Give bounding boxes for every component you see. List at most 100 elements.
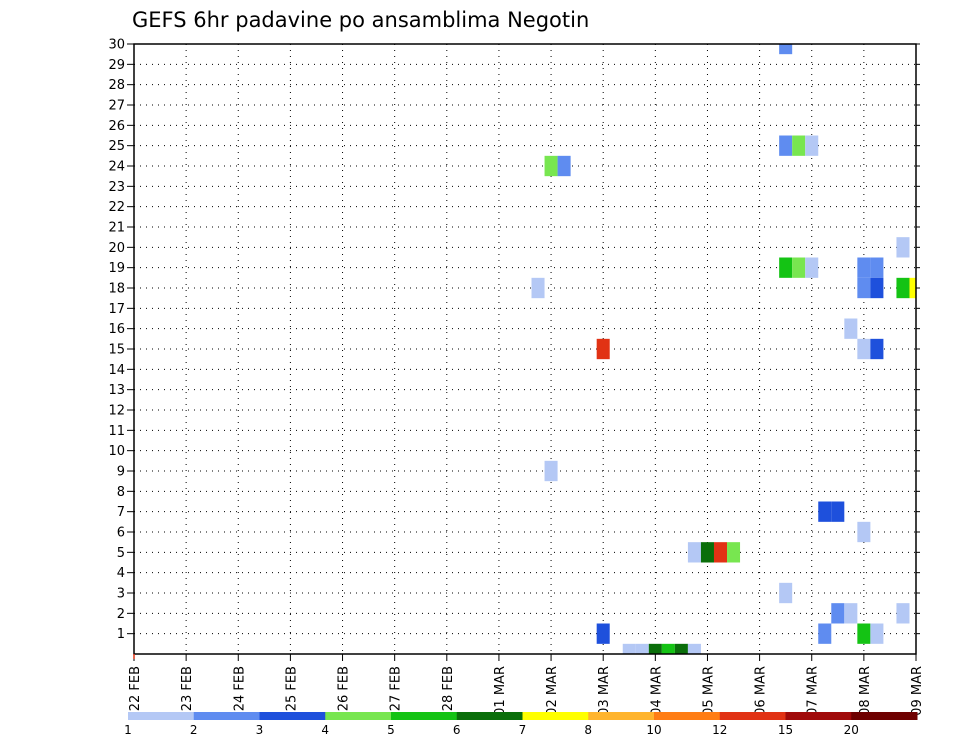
y-tick-label: 9 <box>117 465 125 480</box>
x-tick-label: 23 FEB <box>180 666 195 711</box>
heatmap-cell <box>661 643 675 654</box>
heatmap-cell <box>844 318 858 339</box>
heatmap-cell <box>557 155 571 177</box>
colorbar-label: 1 <box>124 723 132 737</box>
y-tick-label: 10 <box>108 444 125 459</box>
colorbar-label: 15 <box>778 723 793 737</box>
colorbar-swatch <box>785 712 852 720</box>
heatmap-cell <box>831 501 845 522</box>
y-tick-label: 13 <box>108 383 125 398</box>
heatmap-cell <box>596 623 610 644</box>
y-tick-label: 1 <box>117 627 125 642</box>
heatmap-cell <box>779 257 793 278</box>
y-tick-label: 3 <box>117 587 125 602</box>
colorbar-label: 10 <box>646 723 661 737</box>
x-tick-label: 04 MAR <box>649 666 664 716</box>
heatmap-cell <box>596 338 610 360</box>
colorbar-swatch <box>325 712 392 720</box>
colorbar: 1 2 3 4 5 6 7 8 10 12 15 20 <box>124 712 918 737</box>
x-tick-label: 22 FEB <box>128 666 143 711</box>
heatmap-cell <box>844 603 858 624</box>
heatmap-cell <box>870 623 884 644</box>
x-tick-label: 09 MAR <box>910 666 925 716</box>
y-tick-label: 20 <box>108 241 125 256</box>
x-tick-label: 28 FEB <box>441 666 456 711</box>
colorbar-swatch <box>719 712 786 720</box>
heatmap-cell <box>792 257 806 278</box>
heatmap-cell <box>909 277 916 299</box>
heatmap-cell <box>713 542 728 563</box>
heatmap-cell <box>700 542 714 563</box>
y-tick-label: 30 <box>108 38 125 53</box>
x-tick-label: 08 MAR <box>858 666 873 716</box>
colorbar-swatch <box>654 712 721 720</box>
colorbar-label: 2 <box>190 723 198 737</box>
colorbar-label: 5 <box>387 723 395 737</box>
y-tick-label: 8 <box>117 485 125 500</box>
y-tick-label: 5 <box>117 546 125 561</box>
x-tick-label: 03 MAR <box>597 666 612 716</box>
y-tick-label: 17 <box>108 302 125 317</box>
colorbar-swatch <box>522 712 589 720</box>
heatmap-cell <box>831 603 845 624</box>
y-tick-label: 21 <box>108 221 125 236</box>
heatmap-cell <box>544 155 558 177</box>
heatmap-cell <box>727 542 741 563</box>
colorbar-label: 12 <box>712 723 727 737</box>
y-tick-label: 28 <box>108 78 125 93</box>
x-tick-label: 07 MAR <box>806 666 821 716</box>
grid-layer <box>134 44 916 654</box>
y-tick-label: 7 <box>117 505 125 520</box>
heatmap-cell <box>531 277 545 299</box>
heatmap-cell <box>805 257 819 278</box>
heatmap-cell <box>857 257 871 278</box>
y-tick-label: 25 <box>108 139 125 154</box>
heatmap-cell <box>687 643 701 654</box>
y-tick-label: 18 <box>108 282 125 297</box>
y-tick-label: 24 <box>108 160 125 175</box>
colorbar-swatch <box>259 712 326 720</box>
heatmap-cell <box>857 338 871 360</box>
y-tick-label: 29 <box>108 58 125 73</box>
y-tick-label: 27 <box>108 99 125 114</box>
x-tick-label: 25 FEB <box>284 666 299 711</box>
heatmap-cell <box>779 44 793 55</box>
y-tick-label: 12 <box>108 404 125 419</box>
colorbar-swatch <box>128 712 195 720</box>
colorbar-label: 3 <box>256 723 264 737</box>
colorbar-label: 4 <box>321 723 329 737</box>
heatmap-cell <box>687 542 701 563</box>
y-tick-label: 19 <box>108 261 125 276</box>
chart-title: GEFS 6hr padavine po ansamblima Negotin <box>132 8 590 32</box>
colorbar-swatch <box>391 712 458 720</box>
colorbar-swatch <box>851 712 918 720</box>
x-tick-label: 01 MAR <box>493 666 508 716</box>
y-tick-label: 26 <box>108 119 125 134</box>
y-tick-label: 11 <box>108 424 125 439</box>
x-tick-label: 27 FEB <box>389 666 404 711</box>
heatmap-cell <box>544 460 558 482</box>
heatmap-cell <box>805 135 819 156</box>
y-tick-label: 23 <box>108 180 125 195</box>
axes-layer: 1234567891011121314151617181920212223242… <box>108 38 925 716</box>
colorbar-label: 8 <box>584 723 592 737</box>
heatmap-cell <box>870 338 884 360</box>
heatmap-cell <box>870 257 884 278</box>
heatmap-cell <box>896 603 910 624</box>
x-tick-label: 26 FEB <box>337 666 352 711</box>
heatmap-cell <box>857 521 871 543</box>
colorbar-label: 6 <box>453 723 461 737</box>
heatmap-cell <box>896 277 910 299</box>
y-tick-label: 16 <box>108 322 125 337</box>
y-tick-label: 22 <box>108 200 125 215</box>
x-tick-label: 05 MAR <box>701 666 716 716</box>
heatmap-cell <box>622 643 636 654</box>
heatmap-cell <box>779 135 793 156</box>
colorbar-label: 7 <box>519 723 527 737</box>
y-tick-label: 4 <box>117 566 125 581</box>
heatmap-cell <box>818 623 832 644</box>
heatmap-cell <box>779 582 793 604</box>
heatmap-cell <box>870 277 884 299</box>
